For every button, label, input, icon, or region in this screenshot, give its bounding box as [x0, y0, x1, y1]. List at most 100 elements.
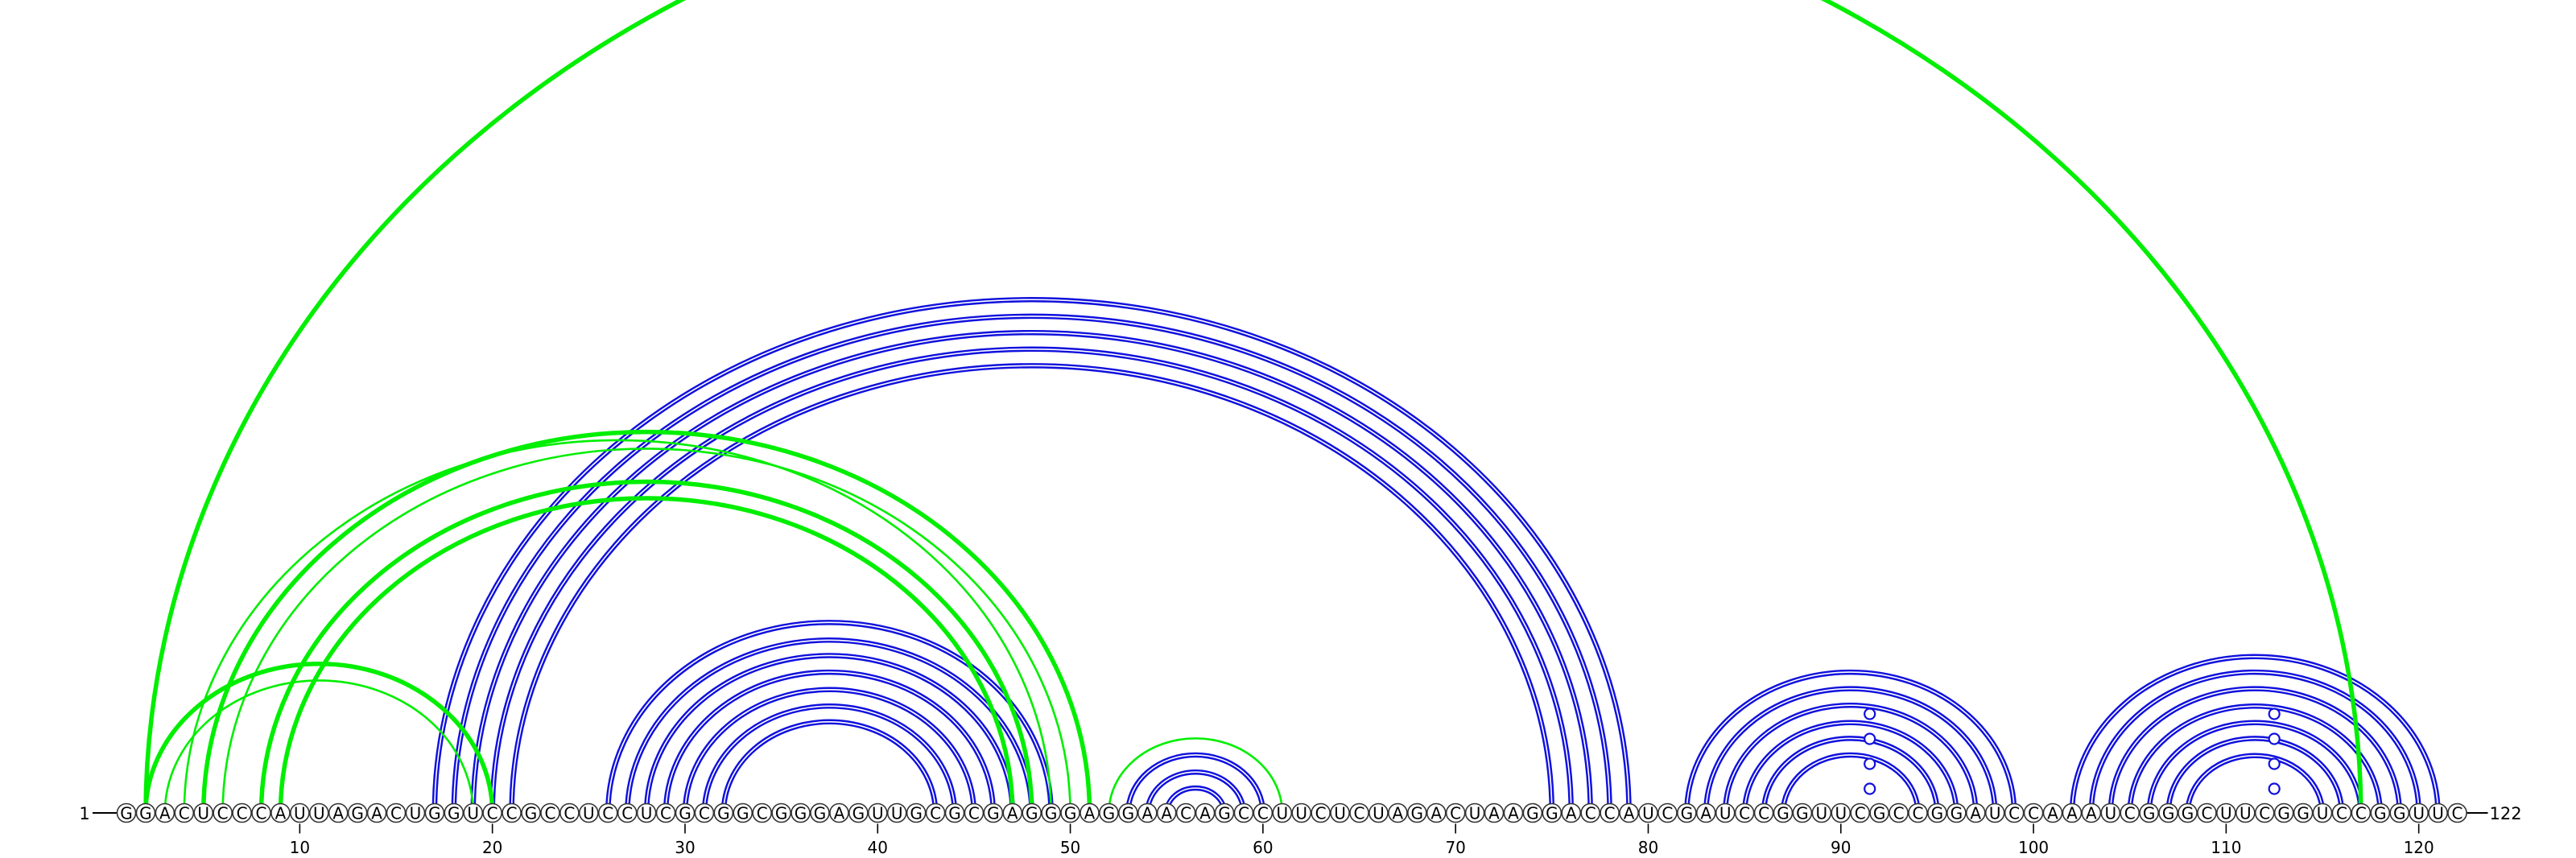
nucleotide: G [791, 802, 811, 823]
base-pair-arc-gap [2071, 656, 2439, 814]
nucleotide-circle [1426, 802, 1447, 823]
nucleotide-circle [771, 802, 791, 823]
nucleotide: C [1175, 802, 1196, 823]
loop-marker [1864, 782, 1876, 795]
base-pair-arc-gap [491, 348, 1572, 814]
nucleotide-letter: G [1218, 804, 1231, 823]
nucleotide: G [944, 802, 965, 823]
start-position-label: 1 [79, 804, 89, 823]
nucleotide-letter: U [1295, 804, 1307, 823]
nucleotide: G [424, 802, 445, 823]
base-pair-arc [200, 429, 1092, 814]
nucleotide-circle [1657, 802, 1678, 823]
nucleotide-letter: U [2240, 804, 2252, 823]
nucleotide-circle [213, 802, 233, 823]
nucleotide-letter: G [1931, 804, 1944, 823]
base-pair-arc [2069, 654, 2441, 814]
position-tick: 20 [482, 823, 502, 857]
nucleotide-circle [1080, 802, 1100, 823]
nucleotide-letter: A [1508, 804, 1519, 823]
nucleotide-letter: C [1662, 804, 1673, 823]
nucleotide: C [232, 802, 252, 823]
nucleotide-circle [2331, 802, 2352, 823]
loop-marker [2268, 707, 2281, 720]
nucleotide-letter: U [197, 804, 209, 823]
nucleotide-circle [559, 802, 580, 823]
nucleotide: G [1542, 802, 1563, 823]
nucleotide-circle [521, 802, 541, 823]
nucleotide: A [328, 802, 349, 823]
loop-marker [1864, 732, 1876, 745]
nucleotide-letter: A [2086, 804, 2097, 823]
nucleotide: A [829, 802, 849, 823]
nucleotide-letter: G [139, 804, 152, 823]
nucleotide-circle [579, 802, 599, 823]
nucleotide-letter: C [2336, 804, 2347, 823]
nucleotide-letter: C [2124, 804, 2136, 823]
nucleotide-letter: G [852, 804, 865, 823]
base-pair-arc [183, 439, 1052, 814]
position-tick: 120 [2404, 823, 2434, 857]
nucleotide-letter: U [1816, 804, 1828, 823]
nucleotide: U [1715, 802, 1736, 823]
tick-label: 40 [868, 838, 888, 857]
nucleotide: A [1695, 802, 1716, 823]
nucleotide-letter: U [313, 804, 325, 823]
position-tick: 10 [290, 823, 310, 857]
nucleotide-letter: G [1681, 804, 1694, 823]
tick-label: 60 [1253, 838, 1273, 857]
nucleotide: U [2216, 802, 2236, 823]
nucleotide-letter: C [1257, 804, 1269, 823]
nucleotide-circle [1291, 802, 1312, 823]
nucleotide: C [540, 802, 560, 823]
tick-label: 110 [2211, 838, 2241, 857]
nucleotide: U [1831, 802, 1852, 823]
nucleotide-circle [2062, 802, 2083, 823]
nucleotide: U [1464, 802, 1485, 823]
position-axis: 10 20 30 40 50 60 70 80 90 100 110 120 [290, 823, 2434, 857]
nucleotide-circle [2351, 802, 2372, 823]
nucleotide-letter: A [1430, 804, 1442, 823]
nucleotide: G [2158, 802, 2178, 823]
nucleotide-letter: C [390, 804, 402, 823]
nucleotide-circle [1311, 802, 1331, 823]
nucleotide-letter: C [1758, 804, 1769, 823]
nucleotide-letter: C [621, 804, 633, 823]
nucleotide-circle [290, 802, 310, 823]
nucleotide-circle [116, 802, 137, 823]
nucleotide-circle [1600, 802, 1620, 823]
base-pair-arcs [143, 0, 2441, 814]
nucleotide-letter: A [834, 804, 845, 823]
nucleotide-circle [597, 802, 618, 823]
nucleotide: C [1889, 802, 1909, 823]
nucleotide: C [655, 802, 676, 823]
nucleotide: C [502, 802, 522, 823]
base-pair-arc-gap [1146, 771, 1245, 814]
nucleotide: C [482, 802, 502, 823]
nucleotide-circle [1041, 802, 1061, 823]
nucleotide-letter: A [332, 804, 344, 823]
nucleotide-letter: G [1064, 804, 1077, 823]
nucleotide-circle [983, 802, 1004, 823]
nucleotide-letter: C [1604, 804, 1616, 823]
nucleotide: G [1773, 802, 1794, 823]
nucleotide: G [1041, 802, 1061, 823]
base-pair-arc-gap [704, 705, 956, 814]
nucleotide-letter: C [602, 804, 613, 823]
nucleotide-letter: G [1796, 804, 1809, 823]
nucleotide-letter: G [775, 804, 788, 823]
nucleotide: U [308, 802, 329, 823]
nucleotide: A [1503, 802, 1524, 823]
nucleotide-circle [155, 802, 175, 823]
base-pair-arc-gap [626, 639, 1033, 814]
loop-marker [2268, 732, 2281, 745]
nucleotide: G [1927, 802, 1947, 823]
nucleotide-circle [2216, 802, 2236, 823]
nucleotide: A [2062, 802, 2083, 823]
base-pair-arc-gap [472, 332, 1591, 814]
nucleotide: U [193, 802, 214, 823]
base-pair-arc-gap [1724, 704, 1977, 814]
nucleotide-circle [1638, 802, 1658, 823]
nucleotide-letter: C [699, 804, 710, 823]
nucleotide-circle [1484, 802, 1505, 823]
